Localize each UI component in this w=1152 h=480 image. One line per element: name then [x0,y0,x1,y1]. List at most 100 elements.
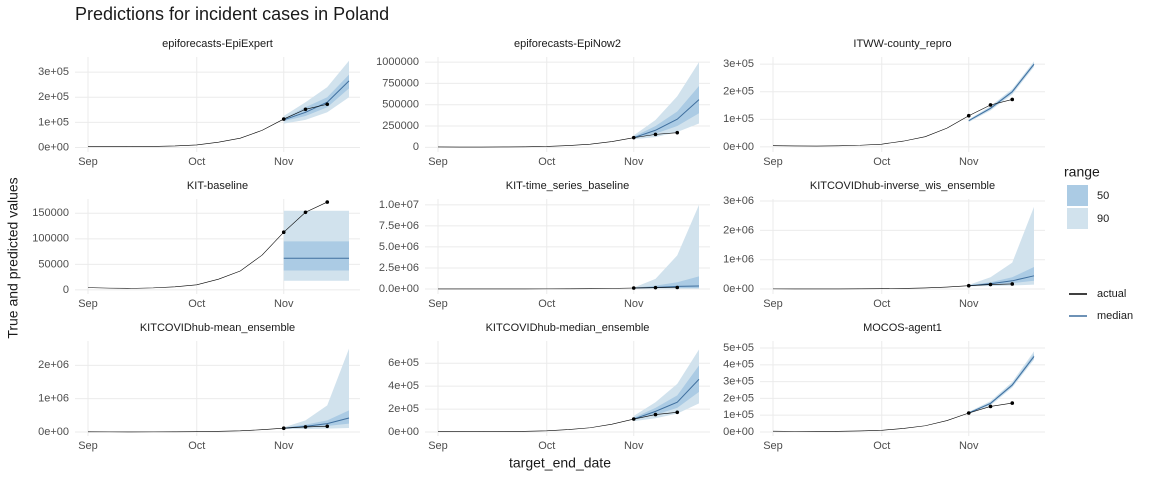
y-tick-label: 4e+05 [723,359,754,371]
y-tick-label: 2e+06 [723,224,754,236]
range-band [283,241,349,271]
actual-point [653,285,658,290]
y-tick-label: 2e+05 [38,91,69,103]
actual-line [87,425,328,433]
y-tick-label: 1e+06 [723,254,754,266]
actual-line [87,103,328,148]
y-tick-label: 2e+06 [38,359,69,371]
x-tick-label: Oct [538,298,555,310]
y-tick-label: 1e+05 [723,409,754,421]
panel-title: KITCOVIDhub-inverse_wis_ensemble [810,180,995,192]
actual-point [988,404,993,409]
y-tick-label: 0e+00 [38,141,69,153]
y-tick-label: 6e+05 [388,357,419,369]
x-axis-title: target_end_date [509,455,611,471]
actual-point [966,411,971,415]
panel-title: KITCOVIDhub-median_ensemble [486,322,650,334]
range-band [968,61,1034,123]
y-tick-label: 0 [413,141,419,153]
chart-title: Predictions for incident cases in Poland [75,4,389,24]
y-tick-label: 0.0e+00 [379,283,419,295]
panel-title: KITCOVIDhub-mean_ensemble [140,322,295,334]
y-tick-label: 100000 [32,233,69,245]
actual-point [966,283,971,288]
y-tick-label: 3e+05 [723,376,754,388]
panel-title: epiforecasts-EpiExpert [162,38,273,50]
actual-point [303,107,308,112]
y-axis-title: True and predicted values [5,177,21,338]
y-tick-label: 50000 [38,258,69,270]
actual-line [772,402,1013,432]
y-tick-label: 0e+00 [723,283,754,295]
actual-point [303,425,308,429]
legend-title: range [1064,164,1100,180]
x-tick-label: Nov [959,298,979,310]
x-tick-label: Sep [428,298,448,310]
legend-label: 50 [1097,190,1109,202]
actual-point [653,412,658,417]
x-tick-label: Nov [274,156,294,168]
actual-point [966,113,971,118]
actual-line [772,283,1013,290]
x-tick-label: Nov [274,298,294,310]
y-tick-label: 3e+06 [723,195,754,207]
actual-point [303,210,308,215]
actual-point [1010,97,1015,102]
actual-line [437,411,678,432]
actual-point [325,424,330,429]
y-tick-label: 1.0e+07 [379,199,419,211]
y-tick-label: 2.5e+06 [379,262,419,274]
legend-label: median [1097,310,1133,322]
legend-label: 90 [1097,213,1109,225]
y-tick-label: 5.0e+06 [379,241,419,253]
legend-swatch [1067,185,1088,206]
range-band [968,206,1034,287]
x-tick-label: Oct [188,298,205,310]
median-line [968,63,1035,122]
x-tick-label: Sep [763,440,783,452]
range-band [633,85,699,139]
x-tick-label: Sep [763,298,783,310]
y-tick-label: 3e+05 [38,66,69,78]
x-tick-label: Sep [763,156,783,168]
actual-point [325,200,330,204]
y-tick-label: 1000000 [376,56,419,68]
x-tick-label: Sep [428,440,448,452]
panel-title: MOCOS-agent1 [863,322,942,334]
range-band [283,348,349,429]
x-tick-label: Nov [624,298,644,310]
x-tick-label: Nov [624,440,644,452]
median-line [283,80,350,121]
actual-point [281,426,286,431]
actual-point [281,230,286,234]
actual-point [631,135,636,140]
range-band [968,267,1034,286]
actual-line [437,132,678,148]
x-tick-label: Oct [188,440,205,452]
x-tick-label: Oct [188,156,205,168]
y-tick-label: 750000 [382,77,419,89]
x-tick-label: Oct [873,156,890,168]
x-tick-label: Nov [274,440,294,452]
actual-point [1010,282,1015,286]
x-tick-label: Sep [78,440,98,452]
x-tick-label: Sep [428,156,448,168]
y-tick-label: 3e+05 [723,58,754,70]
panel-title: ITWW-county_repro [853,38,951,50]
y-tick-label: 4e+05 [388,380,419,392]
actual-line [437,287,678,290]
y-tick-label: 7.5e+06 [379,220,419,232]
actual-point [631,286,636,290]
range-band [283,410,349,429]
legend-swatch [1067,208,1088,229]
median-line [968,275,1035,287]
y-tick-label: 5e+05 [723,342,754,354]
actual-point [325,102,330,107]
y-tick-label: 2e+05 [388,403,419,415]
legend-label: actual [1097,288,1126,300]
x-tick-label: Nov [959,440,979,452]
y-tick-label: 0e+00 [723,426,754,438]
actual-point [675,410,680,415]
median-line [633,378,700,420]
y-tick-label: 1e+05 [38,116,69,128]
